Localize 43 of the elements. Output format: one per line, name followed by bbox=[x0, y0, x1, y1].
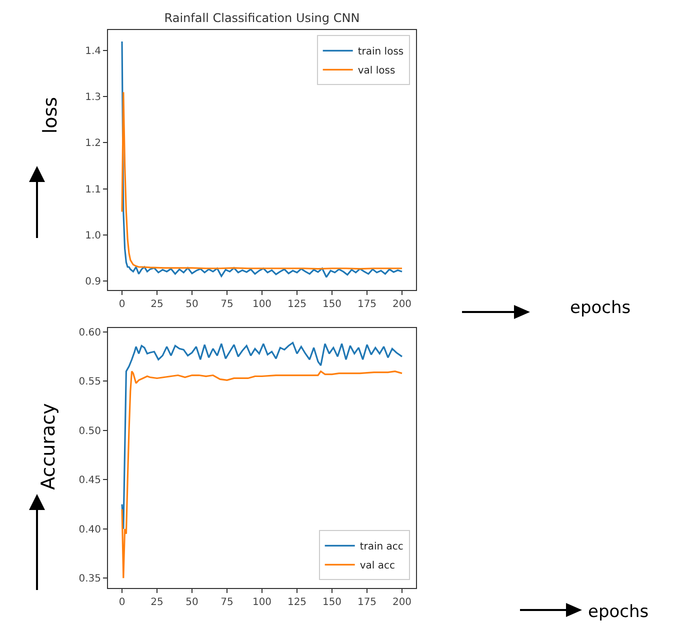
y-tick-label: 0.9 bbox=[85, 276, 101, 288]
x-tick-label: 25 bbox=[150, 597, 164, 608]
x-tick-label: 0 bbox=[118, 597, 126, 608]
x-tick-label: 0 bbox=[118, 299, 126, 310]
x-tick-label: 150 bbox=[322, 299, 342, 310]
x-tick-label: 100 bbox=[252, 299, 272, 310]
x-tick-label: 50 bbox=[186, 597, 198, 608]
y-tick-label: 0.60 bbox=[78, 327, 101, 338]
y-tick-label: 1.0 bbox=[85, 230, 101, 242]
legend-label: train acc bbox=[360, 542, 404, 553]
y-tick-label: 1.2 bbox=[85, 138, 101, 150]
y-tick-label: 0.55 bbox=[78, 376, 101, 388]
x-tick-label: 75 bbox=[220, 597, 234, 608]
legend-label: train loss bbox=[358, 46, 404, 58]
text: epochs bbox=[570, 298, 631, 318]
x-tick-label: 25 bbox=[150, 299, 164, 310]
x-tick-label: 200 bbox=[392, 299, 412, 310]
y-tick-label: 1.4 bbox=[85, 46, 101, 58]
y-axis-title: loss bbox=[40, 96, 62, 134]
y-tick-label: 1.1 bbox=[85, 184, 101, 196]
legend-label: val acc bbox=[360, 560, 395, 572]
x-tick-label: 50 bbox=[186, 299, 198, 310]
chart-title: Rainfall Classification Using CNN bbox=[164, 11, 360, 25]
y-tick-label: 1.3 bbox=[85, 92, 101, 104]
line-series bbox=[121, 342, 403, 530]
y-axis-title: Accuracy bbox=[37, 403, 60, 490]
y-tick-label: 0.40 bbox=[78, 524, 101, 536]
x-tick-label: 100 bbox=[252, 597, 272, 608]
y-tick-label: 0.35 bbox=[78, 574, 101, 585]
x-tick-label: 150 bbox=[322, 597, 342, 608]
x-tick-label: 175 bbox=[357, 597, 377, 608]
line-series bbox=[121, 91, 403, 270]
y-tick-label: 0.45 bbox=[78, 475, 101, 486]
x-tick-label: 125 bbox=[287, 299, 307, 310]
x-tick-label: 200 bbox=[392, 597, 412, 608]
text: epochs bbox=[588, 602, 649, 622]
x-tick-label: 125 bbox=[287, 597, 307, 608]
legend-label: val loss bbox=[358, 66, 396, 77]
line-series bbox=[121, 40, 403, 278]
x-tick-label: 75 bbox=[220, 299, 234, 310]
line-series bbox=[121, 370, 403, 579]
y-tick-label: 0.50 bbox=[78, 426, 101, 437]
x-tick-label: 175 bbox=[357, 299, 377, 310]
